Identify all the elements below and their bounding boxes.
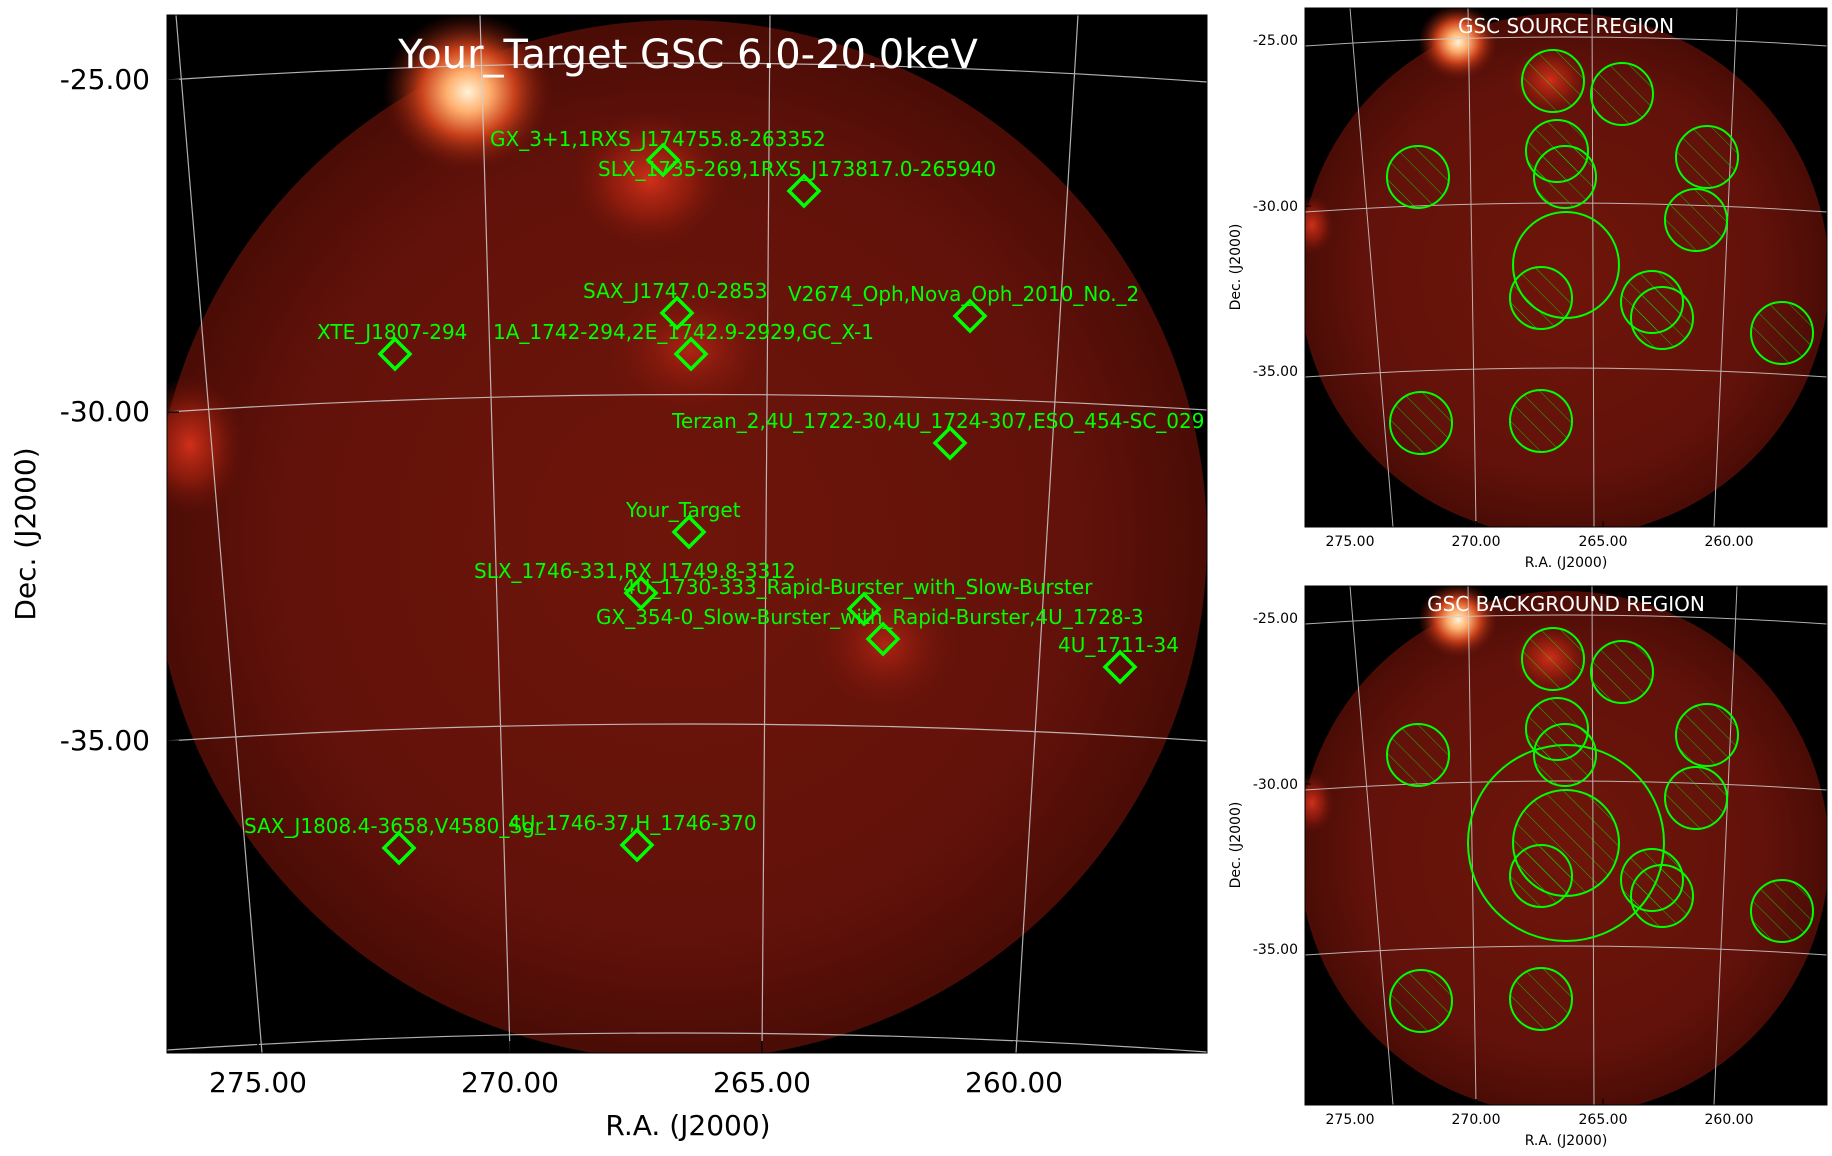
- background-region-panel: GSC BACKGROUND REGION: [1228, 585, 1828, 1149]
- source-marker: [659, 295, 695, 331]
- source-marker: [377, 336, 413, 372]
- source-label: SAX_J1747.0-2853: [583, 279, 767, 303]
- source-label: SLX_1746-331,RX_J1749.8-3312: [474, 559, 796, 583]
- source-marker: [671, 514, 707, 550]
- main-y-label: Dec. (J2000): [9, 447, 42, 620]
- source-x-tick: 265.00: [1579, 534, 1628, 550]
- source-marker: [952, 298, 988, 334]
- background-y-tick: -25.00: [1253, 611, 1298, 627]
- background-y-tick: -30.00: [1253, 777, 1298, 793]
- exclusion-circle: [1389, 969, 1453, 1033]
- source-label: 4U_1711-34: [1058, 633, 1179, 657]
- exclusion-circle: [1509, 967, 1573, 1031]
- exclusion-circle: [1509, 266, 1573, 330]
- source-label: XTE_J1807-294: [317, 320, 467, 344]
- source-label: V2674_Oph,Nova_Oph_2010_No._2: [788, 282, 1139, 306]
- exclusion-circle: [1521, 49, 1585, 113]
- background-panel-title: GSC BACKGROUND REGION: [1427, 592, 1705, 616]
- main-x-tick: 265.00: [713, 1066, 811, 1099]
- source-x-tick: 270.00: [1452, 534, 1501, 550]
- source-region-panel: GSC SOURCE REGION -25.00: [1228, 7, 1828, 571]
- source-label: 4U_1730-333_Rapid-Burster_with_Slow-Burs…: [623, 575, 1093, 599]
- background-x-tick: 260.00: [1705, 1112, 1754, 1128]
- background-x-label: R.A. (J2000): [1525, 1133, 1608, 1149]
- main-panel: Your_Target GSC 6.0-20.0keV GX_3+1,1RXS_…: [9, 14, 1208, 1142]
- exclusion-circle: [1590, 62, 1654, 126]
- source-label: SLX_1735-269,1RXS_J173817.0-265940: [598, 157, 996, 181]
- source-marker: [932, 425, 968, 461]
- exclusion-circle: [1750, 879, 1814, 943]
- source-x-label: R.A. (J2000): [1525, 555, 1608, 571]
- source-marker: [381, 830, 417, 866]
- background-x-tick: 265.00: [1579, 1112, 1628, 1128]
- source-label: GX_3+1,1RXS_J174755.8-263352: [490, 127, 826, 151]
- source-label: 1A_1742-294,2E_1742.9-2929,GC_X-1: [493, 320, 874, 344]
- source-marker: [619, 827, 655, 863]
- main-title: Your_Target GSC 6.0-20.0keV: [397, 32, 978, 78]
- main-y-tick: -35.00: [60, 724, 150, 757]
- source-y-tick: -30.00: [1253, 199, 1298, 215]
- background-x-tick: 275.00: [1326, 1112, 1375, 1128]
- main-frame: [166, 14, 1208, 1054]
- exclusion-circle: [1664, 766, 1728, 830]
- source-tick-marks: [1305, 39, 1730, 527]
- source-y-label: Dec. (J2000): [1228, 224, 1244, 311]
- exclusion-circle: [1509, 844, 1573, 908]
- background-y-label: Dec. (J2000): [1228, 802, 1244, 889]
- background-y-tick: -35.00: [1253, 942, 1298, 958]
- main-y-tick: -30.00: [60, 395, 150, 428]
- source-label: Terzan_2,4U_1722-30,4U_1724-307,ESO_454-…: [671, 409, 1204, 433]
- source-y-tick: -25.00: [1253, 33, 1298, 49]
- main-x-tick: 275.00: [209, 1066, 307, 1099]
- main-tick-marks: [167, 79, 1015, 1053]
- source-marker: [1102, 649, 1138, 685]
- background-frame: [1304, 585, 1828, 1106]
- exclusion-circle: [1675, 703, 1739, 767]
- exclusion-circle: [1675, 125, 1739, 189]
- exclusion-circle: [1664, 188, 1728, 252]
- source-x-tick: 275.00: [1326, 534, 1375, 550]
- source-marker: [786, 173, 822, 209]
- main-sky-image: [167, 15, 1207, 1053]
- main-x-tick: 260.00: [965, 1066, 1063, 1099]
- source-marker: [846, 591, 882, 627]
- main-x-label: R.A. (J2000): [605, 1109, 770, 1142]
- source-y-tick: -35.00: [1253, 364, 1298, 380]
- source-x-tick: 260.00: [1705, 534, 1754, 550]
- background-region-circles: [1386, 627, 1814, 1033]
- source-markers: [377, 142, 1138, 866]
- source-marker: [673, 336, 709, 372]
- background-extraction-circle: [1467, 744, 1665, 942]
- source-label: GX_354-0_Slow-Burster_with_Rapid-Burster…: [596, 605, 1144, 629]
- source-region-circles: [1386, 49, 1814, 455]
- exclusion-circle: [1630, 286, 1694, 350]
- source-extraction-circle: [1512, 211, 1620, 319]
- exclusion-circle: [1630, 864, 1694, 928]
- main-y-tick: -25.00: [60, 63, 150, 96]
- exclusion-circle: [1509, 389, 1573, 453]
- source-panel-title: GSC SOURCE REGION: [1458, 14, 1674, 38]
- exclusion-circle: [1533, 145, 1597, 209]
- exclusion-circle: [1590, 640, 1654, 704]
- source-marker: [623, 575, 659, 611]
- main-x-tick: 270.00: [461, 1066, 559, 1099]
- background-x-tick: 270.00: [1452, 1112, 1501, 1128]
- source-labels: GX_3+1,1RXS_J174755.8-263352 SLX_1735-26…: [244, 127, 1204, 838]
- exclusion-circle: [1386, 145, 1450, 209]
- source-label: 4U_1746-37,H_1746-370: [508, 811, 757, 835]
- source-marker: [645, 142, 681, 178]
- source-frame: [1304, 7, 1828, 528]
- exclusion-circle: [1386, 723, 1450, 787]
- source-label: SAX_J1808.4-3658,V4580_Sgr: [244, 814, 544, 838]
- source-marker: [865, 621, 901, 657]
- exclusion-circle: [1533, 723, 1597, 787]
- exclusion-circle: [1389, 391, 1453, 455]
- source-label: Your_Target: [625, 498, 741, 522]
- exclusion-circle: [1750, 301, 1814, 365]
- background-tick-marks: [1305, 617, 1730, 1105]
- exclusion-circle: [1521, 627, 1585, 691]
